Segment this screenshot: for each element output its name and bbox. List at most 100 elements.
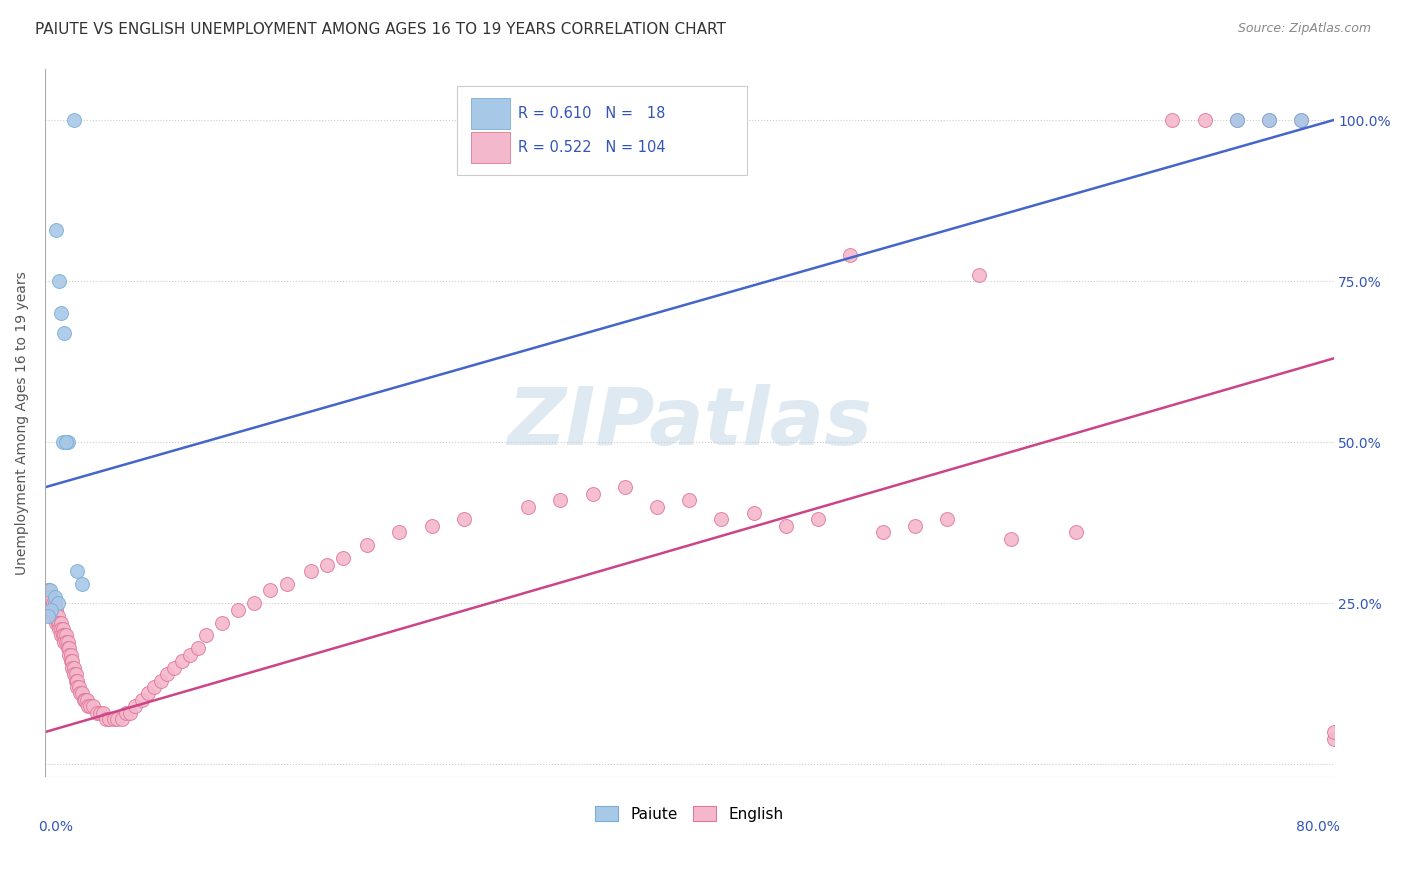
Point xyxy=(70,686,93,700)
Point xyxy=(86,706,108,720)
Point xyxy=(53,326,76,340)
Point xyxy=(710,512,733,526)
FancyBboxPatch shape xyxy=(471,132,510,162)
Point xyxy=(52,435,75,450)
Point xyxy=(48,622,70,636)
Point xyxy=(226,603,249,617)
Point xyxy=(46,596,69,610)
Point xyxy=(170,654,193,668)
Point xyxy=(775,519,797,533)
Point xyxy=(60,654,83,668)
Point xyxy=(195,628,218,642)
Point xyxy=(1291,113,1313,128)
Point xyxy=(299,564,322,578)
Point xyxy=(46,615,69,630)
Point xyxy=(1322,731,1344,746)
Legend: Paiute, English: Paiute, English xyxy=(591,801,787,826)
Point xyxy=(66,564,89,578)
Point xyxy=(315,558,337,572)
Point xyxy=(49,306,72,320)
Point xyxy=(124,699,146,714)
Point xyxy=(936,512,959,526)
Y-axis label: Unemployment Among Ages 16 to 19 years: Unemployment Among Ages 16 to 19 years xyxy=(15,271,30,574)
Point xyxy=(179,648,201,662)
Point xyxy=(46,609,69,624)
Point xyxy=(645,500,668,514)
Point xyxy=(839,248,862,262)
Point xyxy=(70,577,93,591)
Point xyxy=(63,667,86,681)
Point xyxy=(453,512,475,526)
Point xyxy=(44,590,66,604)
Point xyxy=(58,641,80,656)
Point xyxy=(42,596,65,610)
Point xyxy=(276,577,298,591)
Point xyxy=(45,222,67,236)
Text: R = 0.610   N =   18: R = 0.610 N = 18 xyxy=(517,105,665,120)
Point xyxy=(163,661,186,675)
Point xyxy=(259,583,281,598)
Point xyxy=(37,583,59,598)
Point xyxy=(42,603,65,617)
Point xyxy=(76,693,98,707)
Point xyxy=(967,268,990,282)
Text: 80.0%: 80.0% xyxy=(1296,820,1340,834)
Point xyxy=(187,641,209,656)
Point xyxy=(45,603,67,617)
Point xyxy=(1226,113,1249,128)
Point xyxy=(388,525,411,540)
Point xyxy=(872,525,894,540)
Point xyxy=(58,648,80,662)
Text: ZIPatlas: ZIPatlas xyxy=(506,384,872,462)
Text: PAIUTE VS ENGLISH UNEMPLOYMENT AMONG AGES 16 TO 19 YEARS CORRELATION CHART: PAIUTE VS ENGLISH UNEMPLOYMENT AMONG AGE… xyxy=(35,22,725,37)
Point xyxy=(65,673,87,688)
Point xyxy=(75,693,97,707)
Point xyxy=(59,654,82,668)
Point xyxy=(332,551,354,566)
Point xyxy=(1322,725,1344,739)
Text: Source: ZipAtlas.com: Source: ZipAtlas.com xyxy=(1237,22,1371,36)
Point xyxy=(1291,113,1313,128)
Point xyxy=(48,615,70,630)
Point xyxy=(66,673,89,688)
Point xyxy=(66,680,89,694)
Point xyxy=(56,641,79,656)
Point xyxy=(52,628,75,642)
Point xyxy=(111,712,134,726)
Point xyxy=(49,615,72,630)
Point xyxy=(45,609,67,624)
Point xyxy=(69,686,91,700)
Point xyxy=(53,635,76,649)
Point xyxy=(79,699,101,714)
Point xyxy=(60,661,83,675)
Point xyxy=(211,615,233,630)
Point xyxy=(82,699,104,714)
Point xyxy=(1226,113,1249,128)
Point xyxy=(120,706,142,720)
Point xyxy=(44,596,66,610)
Point xyxy=(55,628,77,642)
Point xyxy=(63,661,86,675)
Point xyxy=(96,712,118,726)
Point xyxy=(65,667,87,681)
Point xyxy=(45,615,67,630)
Point xyxy=(55,435,77,450)
Point xyxy=(63,113,86,128)
Point xyxy=(742,506,765,520)
Text: R = 0.522   N = 104: R = 0.522 N = 104 xyxy=(517,140,665,154)
Point xyxy=(55,635,77,649)
Point xyxy=(114,706,136,720)
Point xyxy=(107,712,129,726)
Point xyxy=(98,712,121,726)
Point xyxy=(67,680,90,694)
Point xyxy=(678,493,700,508)
Point xyxy=(48,274,70,288)
Point xyxy=(41,590,63,604)
Point xyxy=(72,693,94,707)
Point xyxy=(807,512,830,526)
Point xyxy=(1064,525,1087,540)
Point xyxy=(41,603,63,617)
Point xyxy=(38,583,60,598)
Point xyxy=(1258,113,1281,128)
Point xyxy=(1194,113,1216,128)
